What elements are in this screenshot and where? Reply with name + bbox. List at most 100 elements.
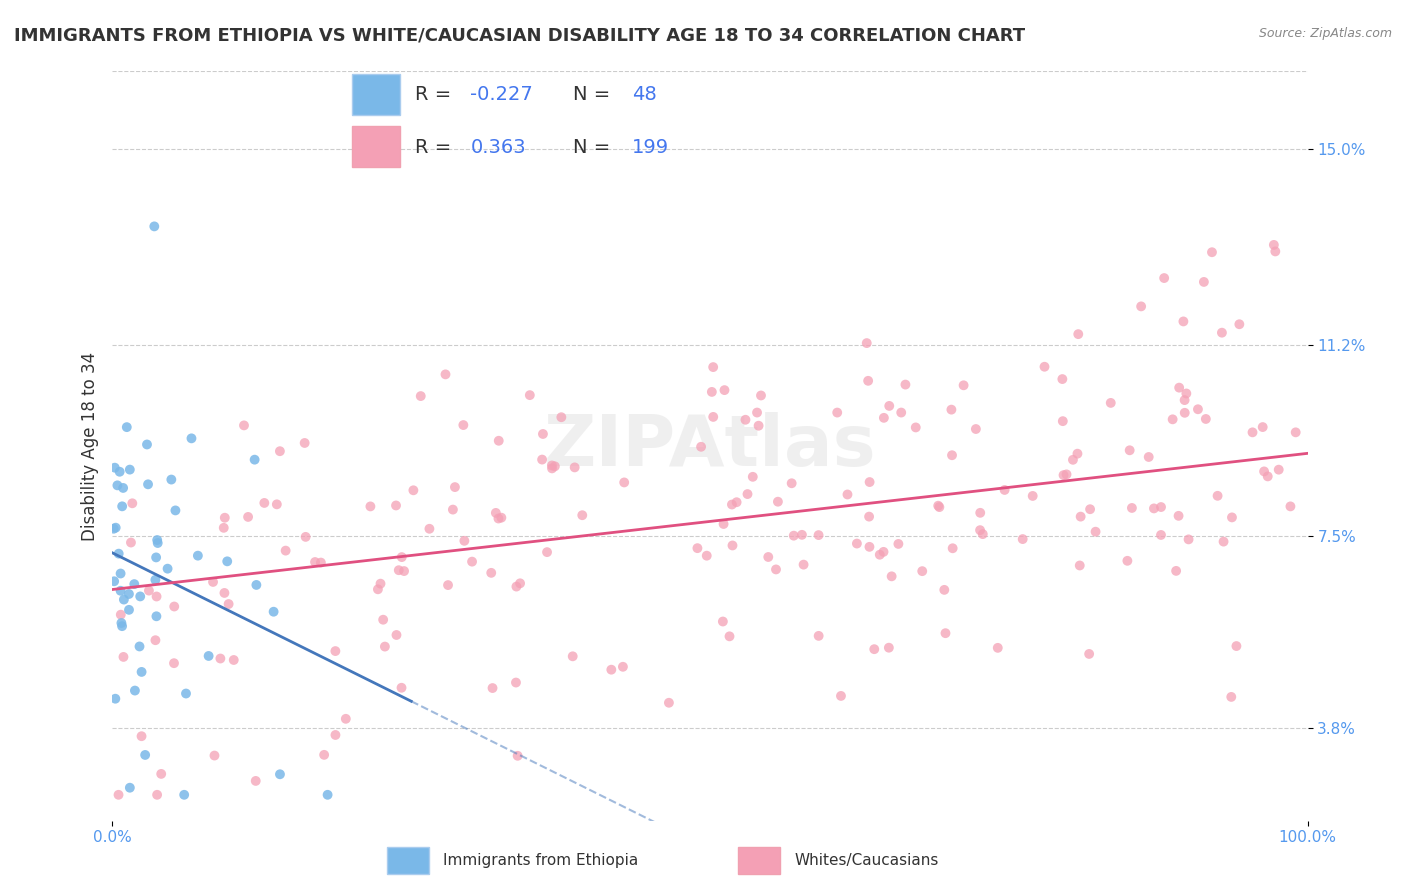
- Point: [941, 402, 963, 417]
- Point: [1211, 326, 1233, 340]
- Point: [702, 409, 724, 424]
- Point: [1150, 528, 1173, 542]
- Point: [266, 497, 288, 511]
- Point: [1070, 509, 1092, 524]
- Point: [531, 452, 554, 467]
- Point: [388, 563, 411, 577]
- Point: [541, 461, 564, 475]
- Point: [721, 539, 744, 553]
- Point: [145, 550, 167, 565]
- Point: [120, 535, 142, 549]
- Point: [110, 615, 132, 630]
- Point: [1285, 425, 1308, 440]
- Point: [314, 747, 336, 762]
- Point: [104, 691, 127, 706]
- Point: [519, 388, 541, 402]
- Text: R =: R =: [415, 86, 458, 104]
- Point: [145, 573, 167, 587]
- Point: [564, 460, 586, 475]
- Point: [136, 477, 159, 491]
- Point: [858, 540, 880, 554]
- Point: [877, 640, 900, 655]
- Point: [187, 549, 209, 563]
- Point: [1220, 510, 1243, 524]
- Point: [561, 649, 583, 664]
- Point: [1130, 299, 1153, 313]
- Point: [550, 410, 572, 425]
- Point: [1137, 450, 1160, 464]
- Point: [536, 545, 558, 559]
- Point: [165, 503, 187, 517]
- Point: [531, 427, 554, 442]
- Point: [571, 508, 593, 523]
- Point: [118, 603, 141, 617]
- Point: [690, 440, 713, 454]
- Point: [1201, 245, 1223, 260]
- Point: [1118, 443, 1140, 458]
- Point: [263, 605, 285, 619]
- Point: [103, 522, 125, 536]
- Point: [212, 521, 235, 535]
- Point: [702, 360, 724, 375]
- Bar: [353, 74, 399, 114]
- Point: [696, 549, 718, 563]
- Point: [718, 629, 741, 643]
- Point: [1121, 500, 1143, 515]
- Point: [245, 578, 267, 592]
- Point: [1206, 489, 1229, 503]
- Point: [766, 494, 789, 508]
- Point: [104, 521, 127, 535]
- Point: [741, 470, 763, 484]
- Point: [118, 587, 141, 601]
- Point: [1052, 468, 1074, 483]
- Point: [202, 574, 225, 589]
- Point: [934, 626, 956, 640]
- Text: Source: ZipAtlas.com: Source: ZipAtlas.com: [1258, 27, 1392, 40]
- Point: [294, 530, 316, 544]
- Point: [269, 444, 291, 458]
- Point: [1033, 359, 1056, 374]
- Point: [745, 405, 768, 419]
- Point: [600, 663, 623, 677]
- Text: -0.227: -0.227: [471, 86, 533, 104]
- Point: [509, 576, 531, 591]
- Point: [138, 583, 160, 598]
- Point: [972, 527, 994, 541]
- Point: [858, 509, 880, 524]
- Point: [163, 599, 186, 614]
- Point: [269, 767, 291, 781]
- Point: [1099, 396, 1122, 410]
- Point: [325, 728, 347, 742]
- Point: [1166, 564, 1188, 578]
- Point: [391, 550, 413, 565]
- Text: ZIPAtlas: ZIPAtlas: [544, 411, 876, 481]
- Point: [1168, 381, 1191, 395]
- Point: [713, 383, 735, 397]
- Point: [1173, 314, 1195, 328]
- Point: [370, 576, 392, 591]
- Point: [911, 564, 934, 578]
- Point: [222, 653, 245, 667]
- Point: [700, 384, 723, 399]
- Point: [112, 592, 135, 607]
- Point: [783, 529, 806, 543]
- Point: [121, 496, 143, 510]
- Point: [965, 422, 987, 436]
- Point: [904, 420, 927, 434]
- Point: [145, 633, 167, 648]
- Point: [541, 458, 564, 473]
- Point: [1078, 647, 1101, 661]
- Point: [160, 473, 183, 487]
- Point: [385, 499, 408, 513]
- Point: [749, 388, 772, 402]
- Point: [1116, 554, 1139, 568]
- Point: [1084, 524, 1107, 539]
- Point: [934, 582, 956, 597]
- Point: [807, 528, 830, 542]
- Point: [145, 590, 167, 604]
- Point: [491, 510, 513, 524]
- Point: [418, 522, 440, 536]
- Point: [855, 336, 877, 351]
- Point: [453, 418, 475, 433]
- Text: Whites/Caucasians: Whites/Caucasians: [794, 854, 939, 868]
